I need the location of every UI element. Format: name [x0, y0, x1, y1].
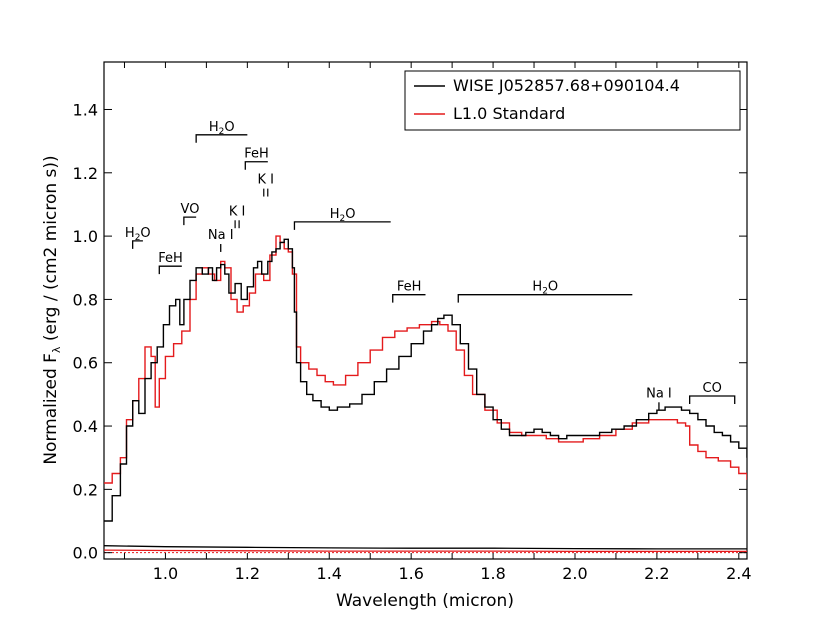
annotation-label-main-5: H: [330, 207, 340, 222]
annotation-label-3: H2O: [209, 120, 235, 137]
annotation-tick-label-0: Na I: [208, 228, 234, 243]
annotation-label-main-7: H: [532, 280, 542, 295]
y-tick-label-2: 0.4: [73, 417, 98, 436]
x-tick-label-4: 1.8: [480, 564, 505, 583]
annotation-label-4: FeH: [244, 147, 269, 162]
noise-line-1: [104, 549, 747, 553]
legend-box: [404, 70, 741, 131]
annotation-label-main-2: VO: [181, 202, 200, 217]
x-tick-label-7: 2.4: [726, 564, 751, 583]
annotation-label-main-1: FeH: [158, 251, 183, 266]
annotation-label-sub-5: 2: [339, 214, 345, 224]
annotation-bracket-7: [457, 294, 633, 303]
annotation-bracket-5: [293, 221, 391, 230]
y-axis-title-prefix: Normalized F: [41, 353, 61, 465]
x-tick-label-2: 1.4: [317, 564, 342, 583]
annotation-label-2: VO: [181, 202, 200, 217]
annotation-label-main-8: CO: [703, 381, 722, 396]
y-axis-title: Normalized Fλ (erg / (cm2 micron s)): [41, 155, 63, 464]
annotation-tick-label-3: Na I: [646, 386, 672, 401]
x-tick-label-0: 1.0: [153, 564, 178, 583]
annotation-label-suffix-7: O: [548, 280, 558, 295]
annotation-label-7: H2O: [532, 280, 558, 297]
x-tick-label-6: 2.2: [644, 564, 669, 583]
series-line-0: [104, 238, 747, 522]
series-line-1: [104, 235, 747, 484]
annotation-bracket-4: [244, 161, 268, 170]
annotation-label-sub-3: 2: [219, 127, 225, 137]
y-tick-label-5: 1.0: [73, 227, 98, 246]
annotation-label-main-0: H: [125, 226, 135, 241]
annotation-bracket-2: [183, 216, 197, 226]
noise-layer: [104, 545, 747, 554]
legend-label-wise: WISE J052857.68+090104.4: [453, 76, 680, 95]
annotation-label-sub-0: 2: [135, 233, 141, 243]
annotation-bracket-0: [132, 240, 143, 249]
x-tick-label-5: 2.0: [562, 564, 587, 583]
annotation-label-suffix-5: O: [345, 207, 355, 222]
annotation-label-main-6: FeH: [397, 280, 422, 295]
annotation-label-0: H2O: [125, 226, 151, 243]
y-tick-label-7: 1.4: [73, 100, 98, 119]
annotation-label-sub-7: 2: [542, 287, 548, 297]
y-tick-label-0: 0.0: [73, 544, 98, 563]
legend-label-standard: L1.0 Standard: [453, 104, 565, 123]
annotation-label-5: H2O: [330, 207, 356, 224]
annotation-label-1: FeH: [158, 251, 183, 266]
annotation-bracket-1: [158, 265, 182, 275]
annotation-label-suffix-0: O: [140, 226, 150, 241]
x-axis-title: Wavelength (micron): [336, 591, 514, 611]
annotation-bracket-3: [195, 134, 248, 143]
y-axis-title-suffix: (erg / (cm2 micron s)): [41, 155, 61, 346]
y-tick-label-3: 0.6: [73, 354, 98, 373]
annotation-bracket-6: [392, 294, 426, 303]
annotation-tick-label-1: K I: [229, 204, 246, 219]
y-tick-label-4: 0.8: [73, 290, 98, 309]
y-axis-title-sub: λ: [50, 346, 63, 353]
x-tick-label-3: 1.6: [398, 564, 423, 583]
y-tick-label-6: 1.2: [73, 164, 98, 183]
annotation-label-suffix-3: O: [224, 120, 234, 135]
legend: WISE J052857.68+090104.4 L1.0 Standard: [404, 70, 741, 131]
x-tick-label-1: 1.2: [235, 564, 260, 583]
annotation-label-8: CO: [703, 381, 722, 396]
y-tick-label-1: 0.2: [73, 480, 98, 499]
annotation-label-main-4: FeH: [244, 147, 269, 162]
annotation-label-6: FeH: [397, 280, 422, 295]
series-layer: [104, 235, 747, 522]
noise-line-0: [104, 545, 747, 550]
plot-frame: [103, 61, 748, 560]
annotation-bracket-8: [689, 395, 736, 404]
annotation-tick-label-2: K I: [258, 173, 275, 188]
tick-layer: 1.0 1.2 1.4 1.6 1.8 2.0 2.2 2.4 0.0 0.2 0.4 0.6 0.8 1…: [73, 62, 752, 583]
annotation-label-main-3: H: [209, 120, 219, 135]
